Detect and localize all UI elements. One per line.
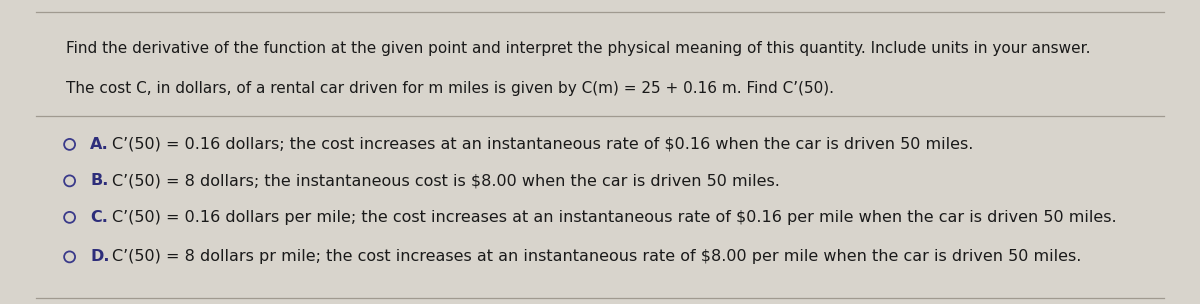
Text: D.: D. xyxy=(90,249,109,264)
Text: C’(50) = 0.16 dollars; the cost increases at an instantaneous rate of $0.16 when: C’(50) = 0.16 dollars; the cost increase… xyxy=(112,137,973,152)
Text: C’(50) = 0.16 dollars per mile; the cost increases at an instantaneous rate of $: C’(50) = 0.16 dollars per mile; the cost… xyxy=(112,210,1116,225)
Text: C’(50) = 8 dollars pr mile; the cost increases at an instantaneous rate of $8.00: C’(50) = 8 dollars pr mile; the cost inc… xyxy=(112,249,1081,264)
Text: The cost C, in dollars, of a rental car driven for m miles is given by C(m) = 25: The cost C, in dollars, of a rental car … xyxy=(66,81,834,96)
Text: Find the derivative of the function at the given point and interpret the physica: Find the derivative of the function at t… xyxy=(66,41,1091,56)
Text: B.: B. xyxy=(90,173,108,188)
Text: C’(50) = 8 dollars; the instantaneous cost is $8.00 when the car is driven 50 mi: C’(50) = 8 dollars; the instantaneous co… xyxy=(112,173,780,188)
Text: A.: A. xyxy=(90,137,109,152)
Text: C.: C. xyxy=(90,210,108,225)
